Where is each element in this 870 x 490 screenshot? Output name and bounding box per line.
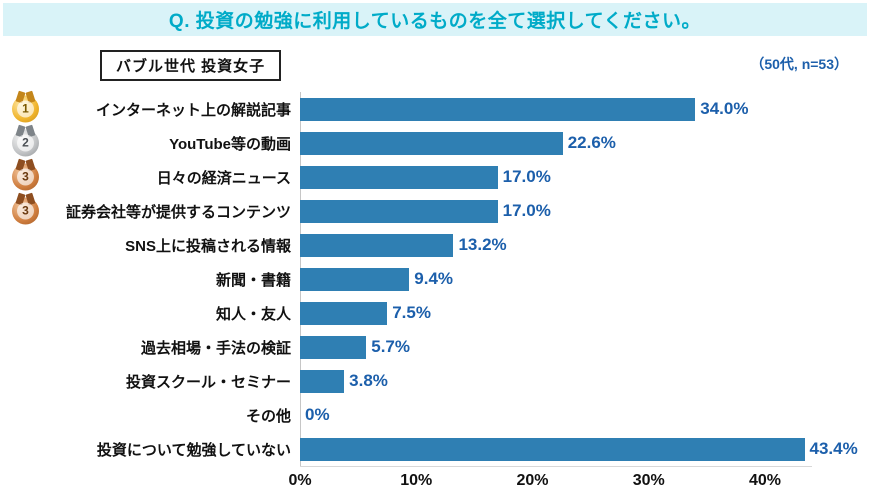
bar (300, 437, 805, 461)
bar-area: 43.4% (300, 432, 870, 466)
category-label: 証券会社等が提供するコンテンツ (65, 203, 291, 221)
chart-row: 知人・友人 7.5% (0, 296, 870, 330)
x-axis-tick-label: 0% (288, 472, 312, 489)
question-title: Q. 投資の勉強に利用しているものを全て選択してください。 (168, 11, 702, 32)
bar-area: 17.0% (300, 194, 870, 228)
bar-area: 34.0% (300, 92, 870, 126)
chart-row: 新聞・書籍 9.4% (0, 262, 870, 296)
category-label: 投資スクール・セミナー (125, 373, 291, 391)
bar-area: 9.4% (300, 262, 870, 296)
medal-rank-number: 3 (17, 168, 34, 186)
x-axis-tick-label: 10% (400, 472, 433, 489)
category-label: 新聞・書籍 (215, 271, 291, 289)
bar-value-label: 0% (305, 405, 330, 424)
bar-area: 0% (300, 398, 870, 432)
bar-area: 13.2% (300, 228, 870, 262)
bar-area: 17.0% (300, 160, 870, 194)
category-label: 日々の経済ニュース (156, 169, 291, 187)
category-label: インターネット上の解説記事 (95, 101, 291, 119)
bar (300, 335, 367, 359)
bar-area: 7.5% (300, 296, 870, 330)
bar-value-label: 3.8% (349, 371, 388, 390)
chart-row: その他 0% (0, 398, 870, 432)
category-label: 投資について勉強していない (96, 441, 291, 459)
x-axis-tick-label: 20% (516, 472, 549, 489)
rank-2-medal-icon: 2 (12, 129, 39, 157)
category-label: SNS上に投稿される情報 (125, 237, 291, 255)
bar-chart: 1 インターネット上の解説記事 34.0% 2 YouTube等の動画 22.6% 3 日々の… (0, 92, 870, 490)
question-header: Q. 投資の勉強に利用しているものを全て選択してください。 (3, 3, 867, 36)
bar-value-label: 43.4% (809, 439, 858, 458)
category-label: 過去相場・手法の検証 (140, 339, 291, 357)
x-axis-line (300, 466, 812, 467)
category-label: YouTube等の動画 (169, 135, 291, 153)
x-axis-tick-label: 40% (748, 472, 782, 489)
bar (300, 233, 454, 257)
bar-area: 5.7% (300, 330, 870, 364)
bar (300, 131, 563, 155)
bar (300, 369, 345, 393)
x-axis-tick-label: 30% (632, 472, 665, 489)
chart-row: 投資について勉強していない 43.4% (0, 432, 870, 466)
chart-row: 1 インターネット上の解説記事 34.0% (0, 92, 870, 126)
bar-value-label: 34.0% (700, 99, 749, 118)
bar-value-label: 13.2% (458, 235, 507, 254)
x-axis-tick-labels: 0% 10% 20% 30% 40% (0, 472, 870, 490)
bar-value-label: 5.7% (371, 337, 410, 356)
rank-3-medal-icon: 3 (12, 197, 39, 225)
medal-rank-number: 2 (17, 134, 34, 152)
chart-row: 投資スクール・セミナー 3.8% (0, 364, 870, 398)
bar-value-label: 7.5% (392, 303, 431, 322)
rank-3-medal-icon: 3 (12, 163, 39, 191)
bar (300, 301, 388, 325)
chart-row: 過去相場・手法の検証 5.7% (0, 330, 870, 364)
chart-row: 3 日々の経済ニュース 17.0% (0, 160, 870, 194)
chart-row: 2 YouTube等の動画 22.6% (0, 126, 870, 160)
category-label: 知人・友人 (215, 305, 291, 323)
group-label-box: バブル世代 投資女子 (100, 50, 282, 81)
bar-area: 22.6% (300, 126, 870, 160)
sample-size-label: （50代, n=53） (750, 56, 848, 72)
chart-row: 3 証券会社等が提供するコンテンツ 17.0% (0, 194, 870, 228)
rank-1-medal-icon: 1 (12, 95, 39, 123)
bar (300, 97, 696, 121)
bar-area: 3.8% (300, 364, 870, 398)
bar (300, 267, 410, 291)
medal-rank-number: 1 (17, 100, 34, 118)
bar-value-label: 9.4% (414, 269, 454, 288)
bar-value-label: 17.0% (502, 201, 551, 220)
bar-value-label: 22.6% (567, 133, 616, 152)
bar (300, 165, 498, 189)
medal-rank-number: 3 (17, 202, 34, 220)
group-label: バブル世代 投資女子 (116, 58, 266, 75)
bar (300, 199, 498, 223)
chart-row: SNS上に投稿される情報 13.2% (0, 228, 870, 262)
chart-rows: 1 インターネット上の解説記事 34.0% 2 YouTube等の動画 22.6% 3 日々の… (0, 92, 870, 466)
bar-value-label: 17.0% (502, 167, 551, 186)
category-label: その他 (245, 407, 291, 425)
